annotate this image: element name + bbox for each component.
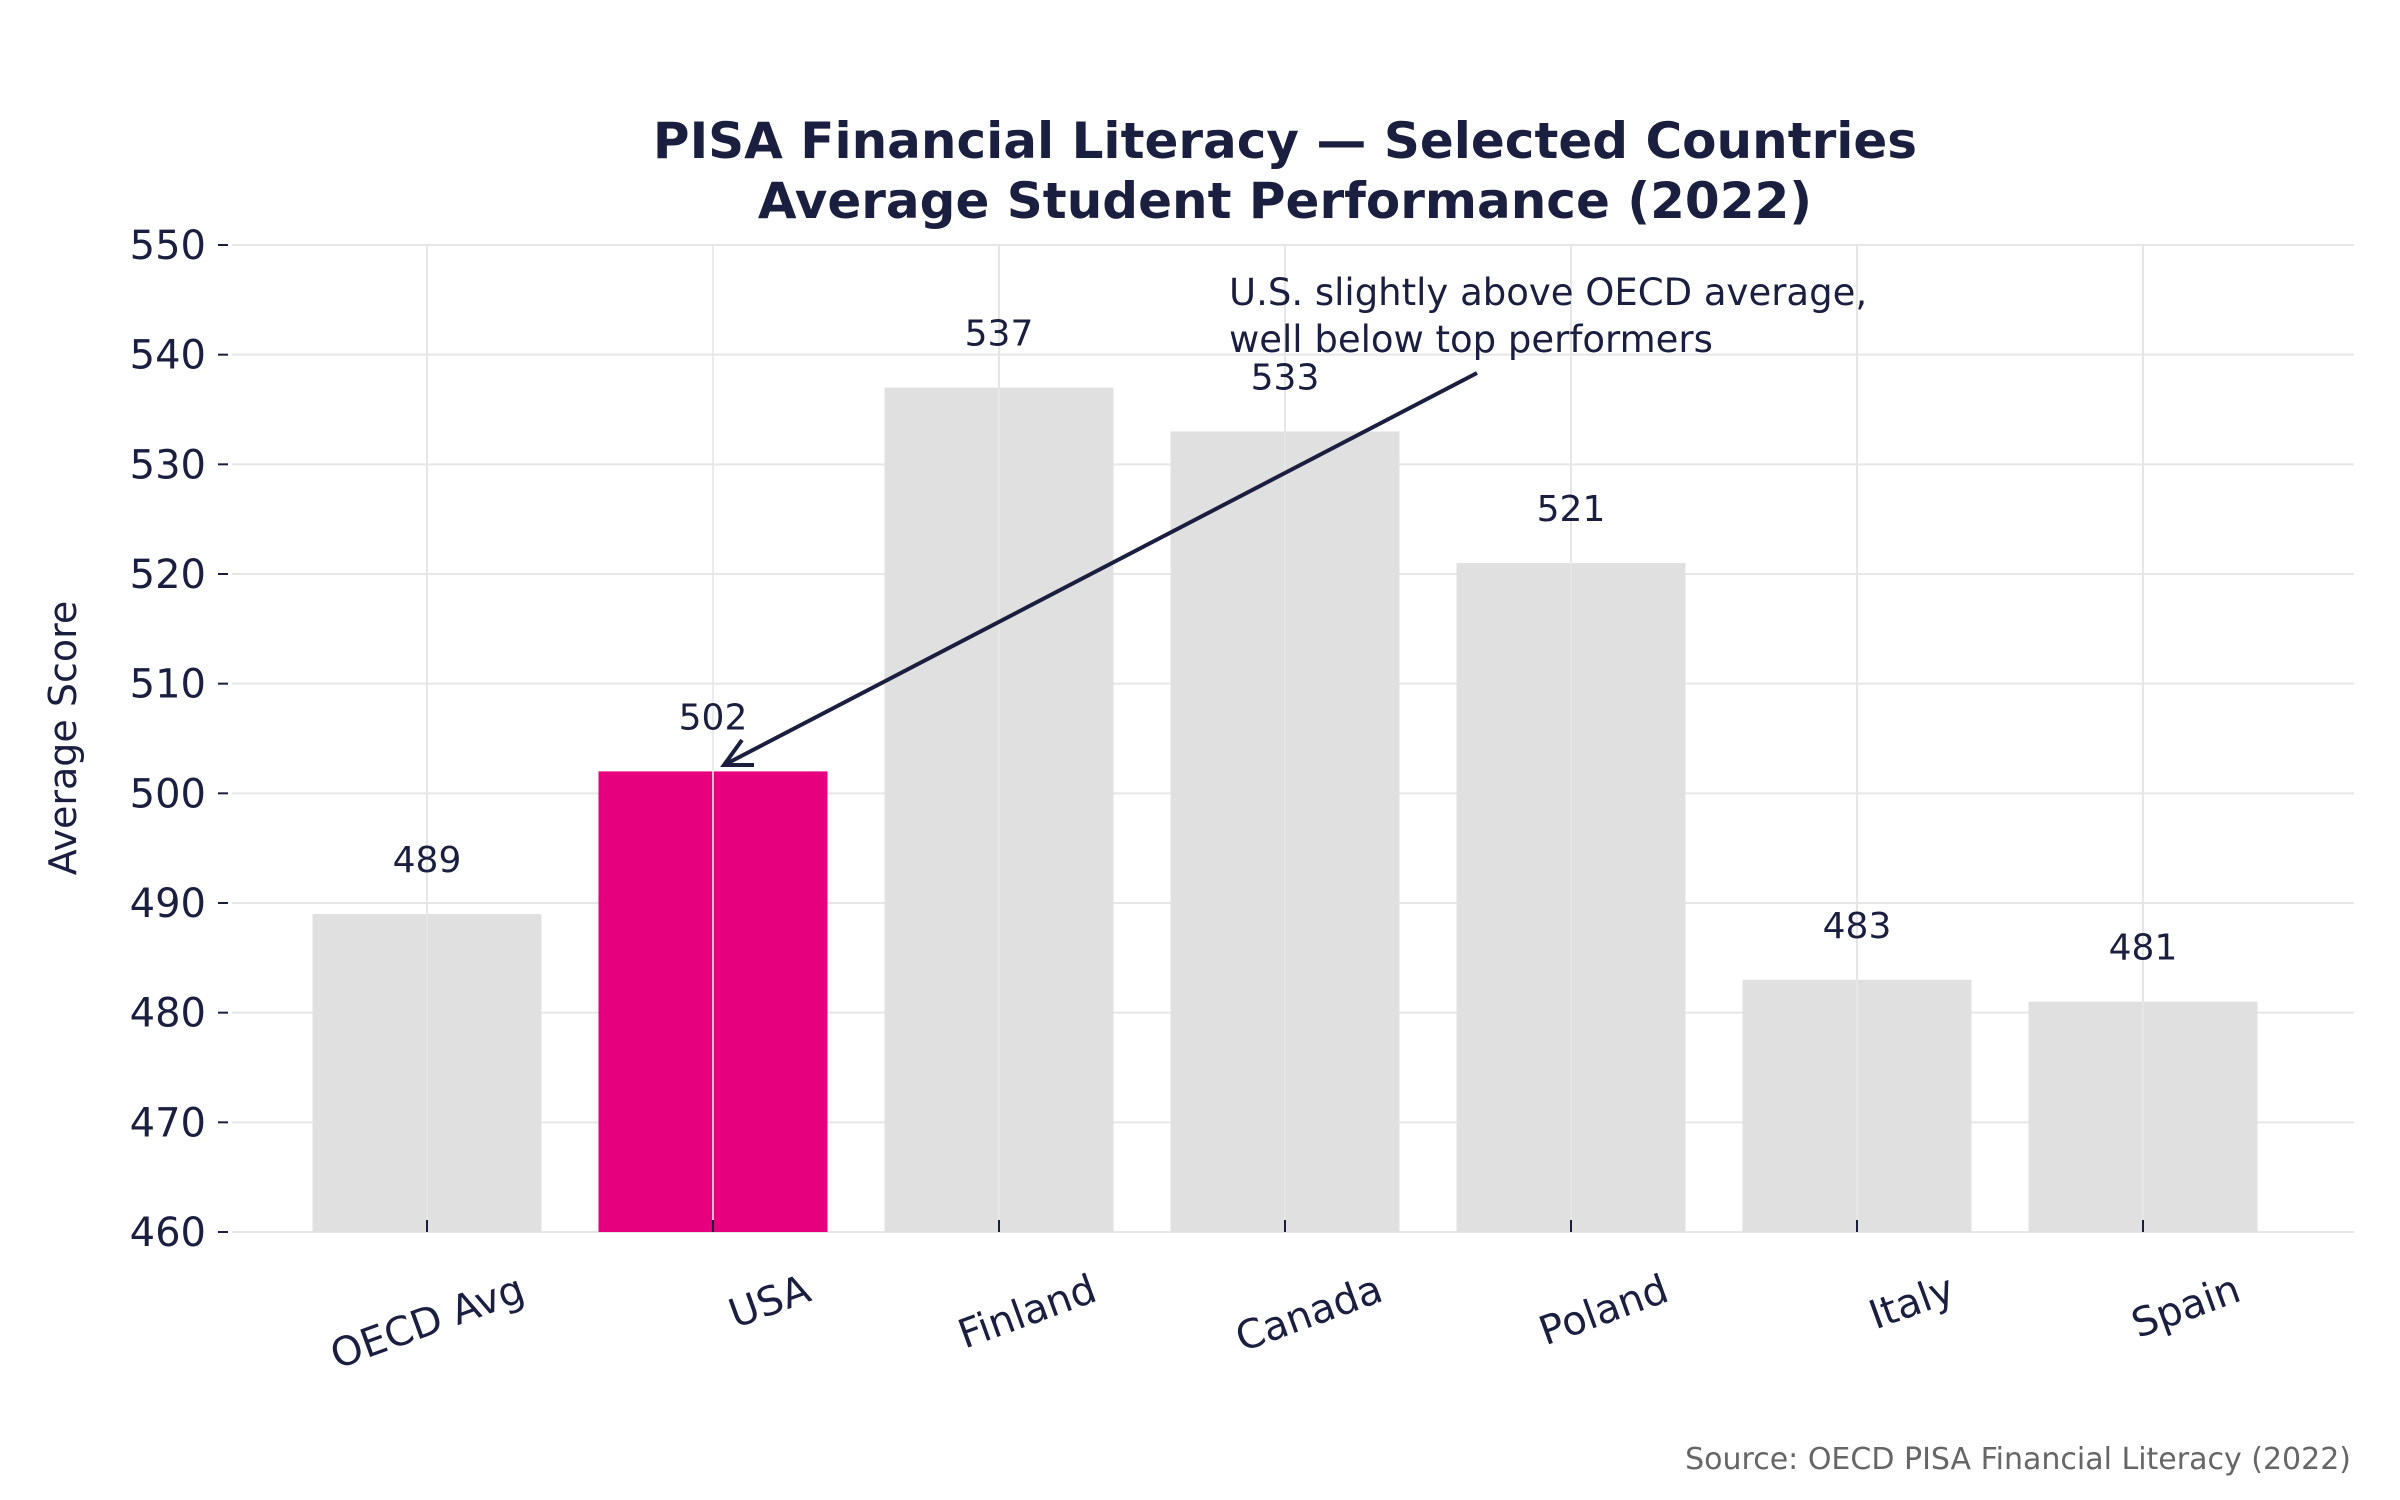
- data-label: 537: [965, 314, 1034, 355]
- y-tick-label: 490: [130, 881, 206, 927]
- vertical-grid: [426, 245, 2144, 1232]
- y-tick-label: 530: [130, 442, 206, 488]
- x-tick-label: Canada: [1230, 1266, 1389, 1361]
- x-axis: OECD Avg USA Finland Canada Poland Italy Spain: [325, 1220, 2247, 1379]
- y-tick-label: 500: [130, 771, 206, 817]
- annotation-line-2: well below top performers: [1229, 318, 1713, 361]
- annotation-line-1: U.S. slightly above OECD average,: [1229, 271, 1867, 314]
- x-tick-label: Poland: [1533, 1266, 1674, 1355]
- y-tick-label: 520: [130, 552, 206, 598]
- chart-subtitle: Average Student Performance (2022): [758, 172, 1812, 230]
- y-tick-label: 550: [130, 223, 206, 269]
- data-label: 502: [679, 697, 748, 738]
- data-labels: 489 502 537 533 521 483 481: [393, 314, 2178, 969]
- y-tick-label: 480: [130, 991, 206, 1037]
- data-label: 483: [1823, 906, 1892, 947]
- x-tick-label: Spain: [2126, 1266, 2247, 1347]
- data-label: 521: [1537, 489, 1606, 530]
- y-tick-label: 470: [130, 1100, 206, 1146]
- annotation: U.S. slightly above OECD average, well b…: [720, 271, 1867, 767]
- annotation-arrow: [725, 371, 1478, 766]
- data-label: 533: [1251, 357, 1320, 398]
- y-axis: 460 470 480 490 500 510 520 530 540 550: [130, 223, 228, 1256]
- data-label: 489: [393, 840, 462, 881]
- data-label: 481: [2109, 928, 2178, 969]
- y-tick-label: 540: [130, 333, 206, 379]
- y-tick-label: 510: [130, 662, 206, 708]
- annotation-arrowhead: [720, 738, 754, 767]
- y-axis-label: Average Score: [41, 601, 85, 876]
- x-tick-label: USA: [723, 1266, 817, 1338]
- x-tick-label: Finland: [952, 1266, 1102, 1358]
- chart-title: PISA Financial Literacy — Selected Count…: [653, 112, 1917, 170]
- x-tick-label: Italy: [1863, 1266, 1960, 1339]
- source-note: Source: OECD PISA Financial Literacy (20…: [1685, 1442, 2351, 1477]
- x-tick-label: OECD Avg: [325, 1266, 531, 1378]
- y-tick-label: 460: [130, 1210, 206, 1256]
